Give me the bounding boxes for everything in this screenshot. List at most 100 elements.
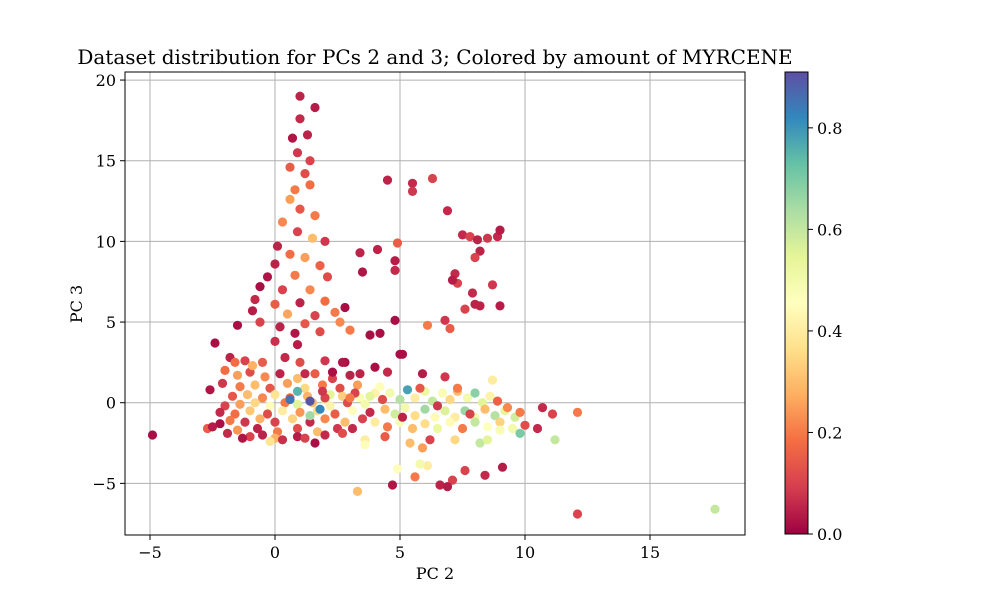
scatter-point: [372, 244, 383, 255]
scatter-point: [320, 296, 330, 306]
scatter-point: [292, 386, 303, 396]
scatter-point: [385, 388, 395, 398]
scatter-point: [220, 365, 230, 375]
colorbar: [785, 72, 808, 534]
scatter-point: [447, 475, 458, 485]
scatter-point: [420, 404, 430, 414]
scatter-point: [235, 399, 245, 409]
scatter-point: [277, 435, 288, 445]
scatter-point: [232, 370, 243, 380]
scatter-point: [405, 438, 415, 448]
scatter-point: [317, 386, 328, 396]
scatter-point: [410, 472, 420, 482]
scatter-point: [392, 238, 403, 248]
scatter-point: [550, 435, 560, 445]
colorbar-tick-label: 0.0: [817, 525, 842, 544]
scatter-point: [240, 356, 250, 366]
scatter-point: [295, 357, 305, 367]
scatter-point: [447, 275, 458, 285]
scatter-point: [280, 352, 290, 363]
scatter-point: [407, 178, 418, 188]
scatter-point: [537, 403, 548, 413]
scatter-point: [305, 396, 315, 406]
scatter-point: [407, 423, 418, 434]
scatter-point: [310, 211, 320, 221]
scatter-point: [250, 294, 260, 305]
scatter-point: [315, 327, 325, 337]
scatter-point: [325, 401, 335, 411]
scatter-point: [320, 430, 330, 440]
scatter-point: [547, 409, 558, 419]
colorbar-tick-label: 0.2: [817, 423, 842, 442]
scatter-point: [300, 169, 310, 179]
scatter-point: [442, 206, 453, 216]
scatter-point: [292, 340, 303, 350]
scatter-point: [457, 423, 468, 434]
scatter-point: [485, 391, 495, 401]
scatter-point: [262, 272, 273, 282]
scatter-point: [292, 432, 303, 442]
scatter-point: [250, 398, 260, 408]
scatter-point: [225, 415, 235, 426]
scatter-point: [487, 375, 498, 385]
scatter-point: [305, 411, 315, 421]
scatter-point: [572, 407, 583, 417]
scatter-point: [392, 464, 403, 474]
scatter-point: [290, 185, 300, 195]
scatter-point: [375, 328, 385, 338]
scatter-point: [252, 423, 263, 434]
scatter-point: [275, 322, 285, 332]
scatter-point: [255, 414, 265, 424]
x-tick-label: 0: [270, 543, 280, 562]
scatter-point: [365, 407, 375, 417]
scatter-point: [295, 204, 305, 214]
scatter-point: [310, 311, 320, 321]
scatter-point: [470, 299, 480, 309]
scatter-point: [487, 280, 498, 290]
x-tick-label: 5: [395, 543, 405, 562]
scatter-point: [710, 504, 720, 514]
scatter-point: [147, 430, 158, 440]
scatter-point: [470, 252, 480, 263]
y-axis-label: PC 3: [67, 285, 86, 323]
scatter-point: [357, 414, 368, 424]
scatter-point: [305, 417, 315, 427]
scatter-point: [495, 417, 505, 427]
grid-lines: [125, 72, 745, 535]
scatter-point: [435, 480, 445, 490]
scatter-point: [465, 232, 475, 242]
scatter-point: [262, 409, 273, 419]
scatter-point: [395, 394, 405, 405]
scatter-point: [307, 233, 318, 243]
scatter-point: [515, 407, 525, 417]
colorbar-ticks: 0.0 0.2 0.4 0.6 0.8: [808, 119, 842, 544]
scatter-point: [265, 383, 275, 393]
scatter-point: [397, 349, 408, 359]
scatter-point: [292, 399, 303, 409]
scatter-point: [305, 156, 315, 166]
scatter-point: [320, 414, 330, 424]
scatter-point: [440, 315, 450, 325]
scatter-point: [270, 336, 280, 346]
scatter-point: [215, 419, 225, 429]
scatter-point: [337, 357, 348, 367]
scatter-point: [460, 304, 470, 314]
scatter-point: [352, 380, 363, 390]
scatter-point: [355, 248, 365, 258]
scatter-point: [210, 338, 220, 348]
scatter-point: [237, 433, 248, 443]
scatter-point: [230, 409, 240, 419]
scatter-point: [382, 367, 393, 377]
scatter-point: [520, 420, 530, 430]
scatter-point: [482, 233, 493, 243]
y-tick-label: 10: [96, 232, 116, 251]
scatter-point: [247, 306, 258, 316]
plot-frame: [124, 71, 746, 536]
scatter-point: [287, 414, 298, 424]
scatter-point: [340, 417, 350, 427]
colorbar-tick-label: 0.4: [817, 322, 842, 341]
scatter-point: [300, 433, 310, 443]
scatter-point: [257, 430, 268, 440]
scatter-point: [277, 285, 288, 295]
